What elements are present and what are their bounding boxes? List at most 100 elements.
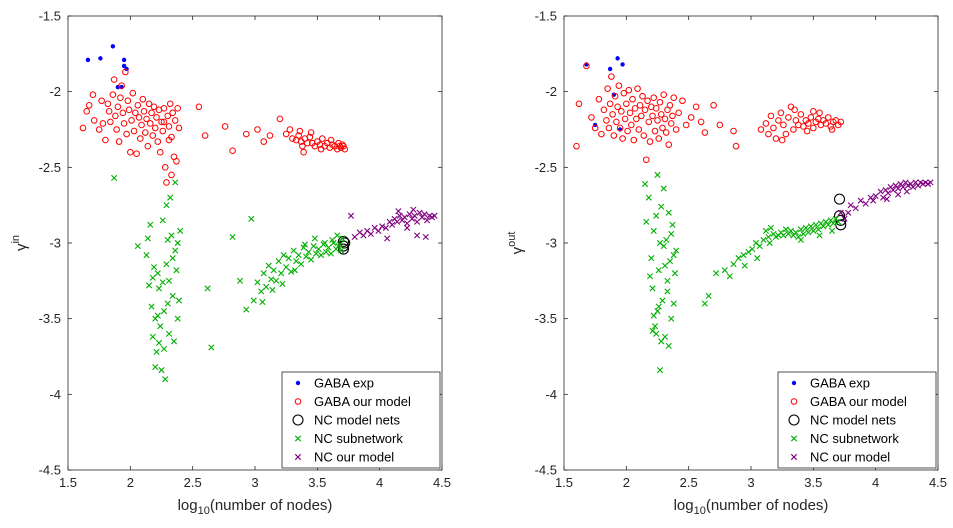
data-point xyxy=(278,270,285,277)
data-point xyxy=(325,244,332,251)
legend-marker-nc-model-nets xyxy=(292,414,304,426)
data-point xyxy=(124,97,132,105)
data-point xyxy=(870,197,877,204)
data-point xyxy=(121,57,127,63)
data-point xyxy=(614,103,621,111)
data-point xyxy=(629,95,636,103)
data-point xyxy=(114,103,122,111)
data-point xyxy=(174,105,182,112)
data-point xyxy=(404,224,411,231)
data-point xyxy=(637,112,645,120)
data-point xyxy=(606,100,614,108)
data-point xyxy=(642,156,650,164)
data-point xyxy=(633,115,640,123)
data-point xyxy=(79,124,87,132)
data-point xyxy=(644,97,651,105)
data-point xyxy=(175,124,183,132)
data-point xyxy=(611,92,619,100)
data-point xyxy=(645,118,653,126)
data-point xyxy=(135,114,143,121)
data-point xyxy=(668,230,675,238)
data-point xyxy=(883,196,890,203)
data-point xyxy=(288,268,295,275)
x-tick-label: 4 xyxy=(872,475,879,490)
data-point xyxy=(805,229,812,236)
legend-entry-nc-model-nets: NC model nets xyxy=(810,413,896,428)
data-point xyxy=(144,235,151,242)
data-point xyxy=(837,209,844,216)
legend-marker-nc-our-model xyxy=(294,453,302,461)
data-point xyxy=(254,126,261,133)
x-tick-label: 1.5 xyxy=(59,475,77,490)
data-point xyxy=(605,124,613,132)
data-point xyxy=(673,247,680,254)
data-point xyxy=(756,242,763,250)
data-point xyxy=(229,147,236,154)
y-tick-label: -2.5 xyxy=(535,160,557,175)
data-point xyxy=(347,212,355,219)
x-tick-label: 3.5 xyxy=(308,475,326,490)
data-point xyxy=(171,117,179,124)
data-point xyxy=(635,126,643,133)
data-point xyxy=(172,247,179,254)
data-point xyxy=(152,364,159,371)
data-point xyxy=(117,94,124,102)
chart-left: 1.5 2 2.5 3 3.5 4 4.5 -1.5 -2 -2.5 -3 -3.5 -4 -4.5 log… xyxy=(10,9,451,518)
data-point xyxy=(655,303,662,310)
data-point xyxy=(820,223,827,230)
data-point xyxy=(110,76,118,83)
data-point xyxy=(903,188,910,195)
data-point xyxy=(583,62,590,70)
data-point xyxy=(816,109,823,117)
data-point xyxy=(651,323,659,330)
legend-entry-nc-subnetwork: NC subnetwork xyxy=(810,431,899,446)
data-point xyxy=(147,221,154,228)
legend-marker-nc-subnetwork xyxy=(790,435,798,442)
data-point xyxy=(807,114,815,121)
data-point xyxy=(295,132,302,139)
data-point xyxy=(837,118,845,126)
data-point xyxy=(279,280,286,287)
data-point xyxy=(812,221,819,228)
data-point xyxy=(656,98,664,106)
data-point xyxy=(828,227,836,234)
data-point xyxy=(265,262,272,269)
data-point xyxy=(161,164,169,171)
y-tick-label: -4.5 xyxy=(39,463,61,478)
data-point xyxy=(833,193,846,205)
data-point xyxy=(115,138,123,145)
data-point xyxy=(664,277,671,284)
data-point xyxy=(175,297,183,304)
data-point xyxy=(641,106,649,114)
legend-box xyxy=(777,371,937,469)
data-point xyxy=(650,94,658,102)
x-tick-label: 3 xyxy=(747,475,754,490)
data-point xyxy=(421,211,428,218)
data-point xyxy=(807,223,814,230)
data-point xyxy=(630,136,638,144)
data-point xyxy=(319,135,326,142)
data-point xyxy=(269,286,276,294)
data-point xyxy=(172,179,179,186)
data-point xyxy=(83,108,90,115)
data-point xyxy=(665,141,673,148)
data-point xyxy=(777,109,785,117)
data-point xyxy=(810,227,817,234)
data-point xyxy=(317,145,325,153)
data-point xyxy=(280,252,287,259)
data-point xyxy=(646,138,654,145)
data-point xyxy=(334,232,341,239)
data-point xyxy=(98,56,103,61)
data-point xyxy=(669,221,676,228)
data-point xyxy=(159,127,167,135)
legend-marker-nc-subnetwork xyxy=(294,435,302,442)
data-point xyxy=(120,120,128,127)
data-point xyxy=(118,82,125,89)
data-point xyxy=(841,215,848,222)
legend-entry-nc-our-model: NC our model xyxy=(810,450,890,465)
data-point xyxy=(406,211,413,218)
data-point xyxy=(822,120,830,127)
data-point xyxy=(268,276,275,283)
data-point xyxy=(800,123,807,130)
